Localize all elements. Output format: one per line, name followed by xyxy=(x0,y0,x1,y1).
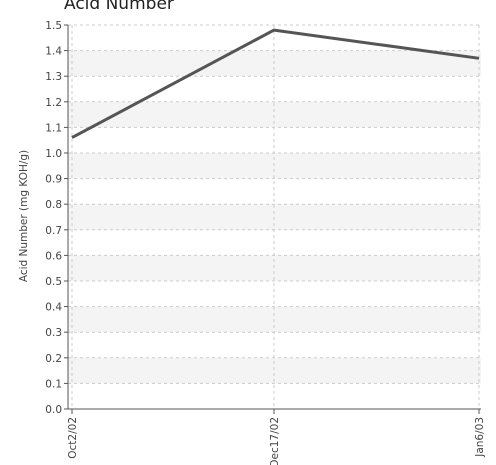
y-tick-label: 0.7 xyxy=(45,225,62,237)
y-tick-label: 0.0 xyxy=(45,404,62,416)
y-tick-labels: 0.0 0.1 0.2 0.3 0.4 0.5 0.6 0.7 0.8 0.9 1.0 1.1 1.2 1… xyxy=(45,20,62,416)
y-tick-label: 1.3 xyxy=(45,71,62,83)
y-tick-label: 0.9 xyxy=(45,174,62,186)
y-tick-label: 0.8 xyxy=(45,199,62,211)
y-tick-label: 1.5 xyxy=(45,20,62,32)
x-tick-label: Oct2/02 xyxy=(67,417,79,459)
x-tick-label: Dec17/02 xyxy=(269,417,281,465)
y-tick-label: 1.1 xyxy=(45,122,62,134)
series-line xyxy=(71,28,480,139)
y-tick-label: 0.6 xyxy=(45,250,62,262)
y-tick-label: 0.2 xyxy=(45,353,62,365)
y-axis-label: Acid Number (mg KOH/g) xyxy=(18,150,30,282)
y-tick-label: 0.1 xyxy=(45,378,62,390)
chart-title: Acid Number xyxy=(64,0,174,14)
y-tick-label: 0.3 xyxy=(45,327,62,339)
x-tick-label: Jan6/03 xyxy=(474,417,486,458)
y-tick-label: 0.4 xyxy=(45,302,62,314)
y-tick-label: 1.4 xyxy=(45,46,62,58)
y-tick-label: 1.2 xyxy=(45,97,62,109)
gridlines xyxy=(68,24,481,409)
axes xyxy=(64,24,481,414)
y-tick-label: 1.0 xyxy=(45,148,62,160)
y-tick-label: 0.5 xyxy=(45,276,62,288)
x-tick-labels: Oct2/02 Dec17/02 Jan6/03 xyxy=(67,417,486,465)
series-group xyxy=(71,28,480,139)
